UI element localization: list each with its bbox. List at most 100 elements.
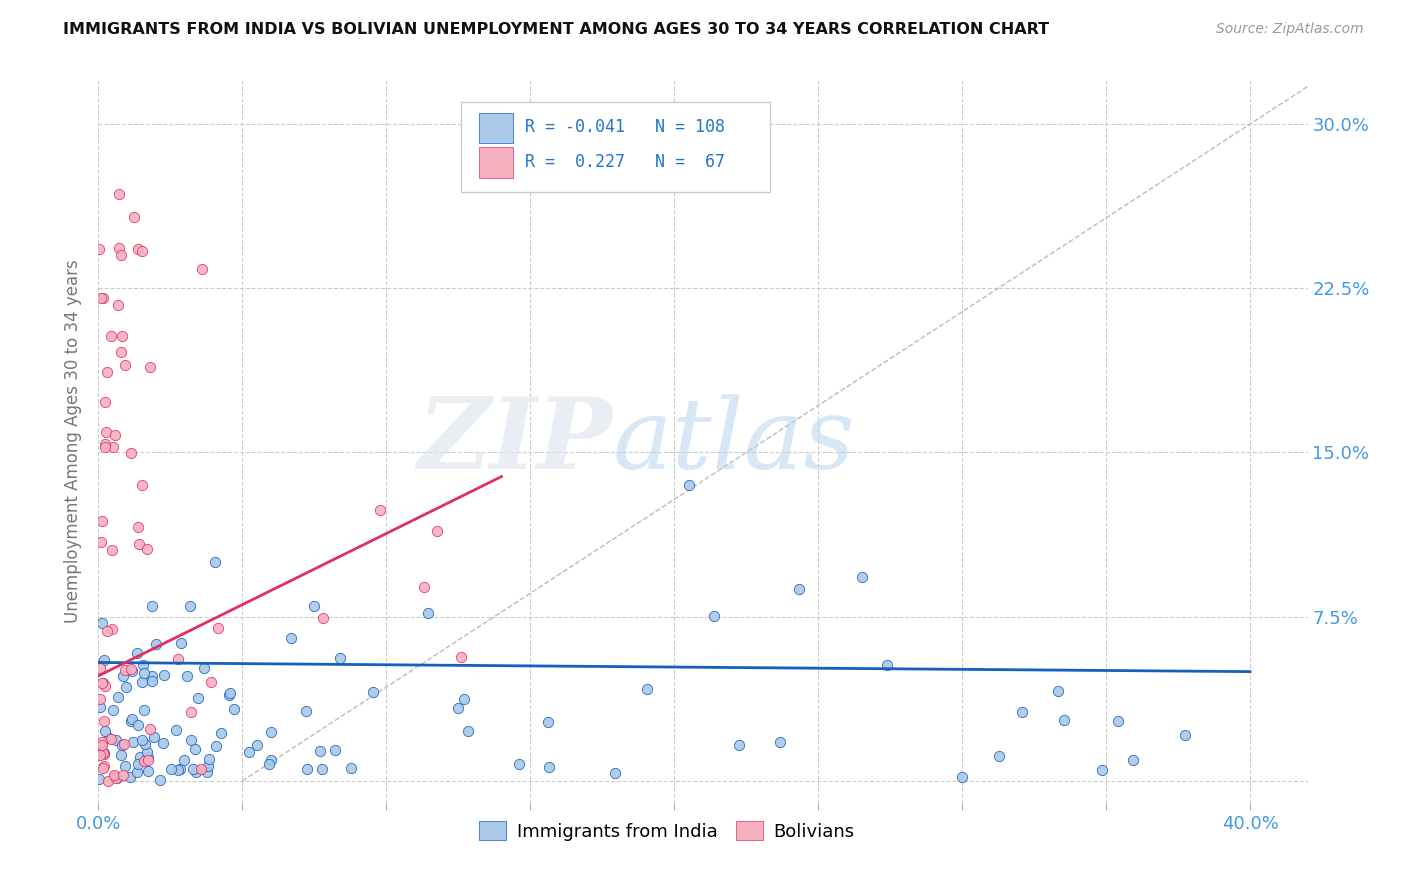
Point (173, 753, 195, 767)
Point (295, 704, 318, 718)
Point (131, 477, 153, 491)
Point (100, 329, 122, 343)
Point (93, 759, 115, 773)
Point (120, 714, 142, 728)
Point (120, 446, 142, 460)
Point (122, 735, 145, 749)
Point (457, 723, 479, 738)
Point (127, 520, 149, 534)
Point (91, 676, 114, 690)
Point (136, 745, 159, 759)
Point (90, 291, 112, 305)
Point (108, 241, 131, 255)
Point (453, 692, 475, 706)
Point (311, 762, 333, 776)
Point (103, 768, 125, 782)
Point (876, 658, 898, 673)
Point (89, 748, 111, 763)
Point (312, 611, 335, 625)
Point (101, 542, 124, 557)
Point (678, 478, 700, 492)
Point (260, 753, 283, 767)
Point (135, 542, 157, 557)
Point (131, 675, 153, 690)
Point (418, 606, 440, 620)
Point (260, 725, 283, 739)
Point (297, 762, 319, 776)
Point (218, 689, 240, 703)
Point (413, 580, 436, 594)
Point (339, 761, 361, 775)
Point (132, 755, 155, 769)
Point (246, 738, 269, 752)
Point (1174, 728, 1197, 742)
FancyBboxPatch shape (479, 112, 513, 143)
Point (104, 769, 127, 783)
Point (87, 772, 110, 786)
Point (138, 764, 160, 779)
Point (89, 661, 111, 675)
Point (127, 242, 149, 256)
Point (238, 745, 260, 759)
Point (136, 753, 159, 767)
Point (91, 676, 114, 690)
Point (107, 690, 129, 705)
Point (134, 737, 156, 751)
Point (143, 730, 166, 744)
Point (114, 680, 136, 694)
Point (93, 679, 115, 693)
Point (111, 328, 134, 343)
Point (114, 759, 136, 773)
Point (91, 616, 114, 631)
Point (91, 515, 114, 529)
Point (96, 365, 118, 379)
Point (118, 770, 141, 784)
Point (152, 736, 174, 750)
Text: IMMIGRANTS FROM INDIA VS BOLIVIAN UNEMPLOYMENT AMONG AGES 30 TO 34 YEARS CORRELA: IMMIGRANTS FROM INDIA VS BOLIVIAN UNEMPL… (63, 22, 1049, 37)
Point (131, 733, 153, 747)
Point (1011, 705, 1033, 719)
Point (727, 739, 749, 753)
Point (769, 734, 792, 748)
Point (107, 187, 129, 202)
Text: Source: ZipAtlas.com: Source: ZipAtlas.com (1216, 22, 1364, 37)
Point (101, 622, 124, 636)
Point (141, 669, 163, 683)
Point (131, 244, 153, 258)
Point (114, 663, 136, 677)
Point (184, 764, 207, 779)
Point (160, 762, 183, 776)
Point (127, 717, 149, 731)
Point (104, 428, 127, 442)
Text: R =  0.227   N =  67: R = 0.227 N = 67 (526, 153, 725, 171)
Point (89, 243, 111, 257)
Point (141, 673, 163, 688)
Point (450, 650, 472, 665)
Point (1046, 684, 1069, 698)
Point (94, 440, 117, 454)
Point (197, 758, 219, 772)
Point (94, 723, 117, 738)
Point (179, 599, 201, 613)
Point (110, 748, 132, 763)
Point (97, 773, 120, 788)
Point (111, 738, 134, 752)
Point (125, 646, 148, 660)
Point (193, 661, 215, 675)
Point (93, 746, 115, 760)
Point (111, 669, 134, 683)
Point (368, 502, 391, 516)
Point (93, 653, 115, 667)
Point (121, 664, 143, 678)
Point (204, 739, 226, 753)
Point (702, 609, 724, 624)
Point (94, 437, 117, 451)
Point (950, 770, 973, 784)
Point (128, 536, 150, 550)
Point (190, 262, 212, 277)
Point (851, 569, 873, 583)
Y-axis label: Unemployment Among Ages 30 to 34 years: Unemployment Among Ages 30 to 34 years (65, 260, 83, 624)
Point (100, 731, 122, 746)
Point (219, 686, 242, 700)
Point (280, 631, 302, 645)
